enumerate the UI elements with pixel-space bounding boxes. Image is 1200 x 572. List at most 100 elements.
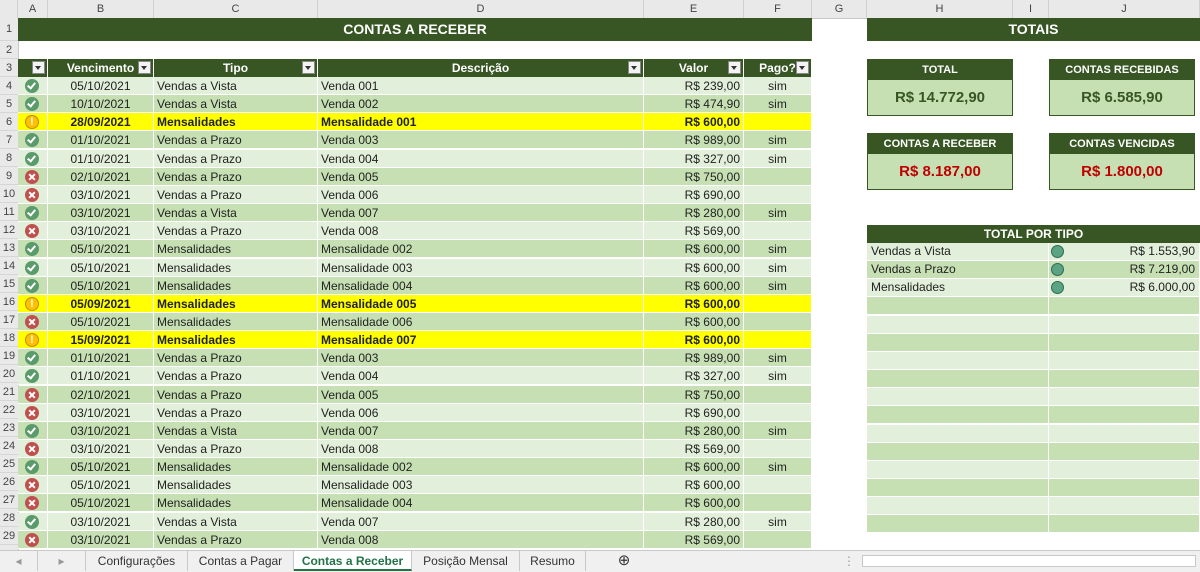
row-header[interactable]: 10 [0,185,18,203]
column-header-c[interactable]: C [154,0,318,18]
vencimento-cell[interactable]: 15/09/2021 [48,331,154,350]
row-header[interactable]: 25 [0,455,18,473]
tipo-row[interactable] [867,388,1199,407]
row-header[interactable]: 2 [0,41,18,59]
tipo-cell[interactable]: Vendas a Vista [154,77,318,95]
row-header[interactable]: 12 [0,221,18,239]
horizontal-scrollbar[interactable] [862,555,1196,567]
pago-cell[interactable]: sim [744,367,812,386]
tab-scroll-right-icon[interactable]: ▸ [38,551,86,571]
tipo-cell[interactable]: Vendas a Prazo [154,149,318,168]
status-cell[interactable] [18,240,48,259]
worksheet-grid[interactable]: CONTAS A RECEBER Vencimento Tipo Descriç… [18,18,1200,550]
table-row[interactable]: 03/10/2021 Vendas a Prazo Venda 006 R$ 690,… [18,403,812,422]
pago-cell[interactable] [744,403,812,422]
table-row[interactable]: 05/10/2021 Mensalidades Mensalidade 004 R$ … [18,276,812,295]
vencimento-cell[interactable]: 05/10/2021 [48,240,154,259]
valor-cell[interactable]: R$ 327,00 [644,367,744,386]
row-header[interactable]: 4 [0,77,18,95]
row-header[interactable]: 11 [0,203,18,221]
filter-dropdown-icon[interactable] [796,61,809,74]
valor-cell[interactable]: R$ 600,00 [644,113,744,132]
table-row[interactable]: 05/10/2021 Mensalidades Mensalidade 003 R$ … [18,258,812,277]
tipo-row[interactable] [867,478,1199,497]
descricao-cell[interactable]: Venda 007 [318,204,644,223]
descricao-cell[interactable]: Venda 002 [318,95,644,114]
row-header[interactable]: 28 [0,509,18,527]
tipo-cell[interactable]: Vendas a Vista [154,95,318,114]
row-header[interactable]: 23 [0,419,18,437]
descricao-cell[interactable]: Venda 001 [318,77,644,95]
table-row[interactable]: 03/10/2021 Vendas a Vista Venda 007 R$ 280,… [18,204,812,223]
descricao-cell[interactable]: Mensalidade 004 [318,494,644,513]
valor-cell[interactable]: R$ 750,00 [644,385,744,404]
descricao-cell[interactable]: Venda 006 [318,185,644,204]
select-all-corner[interactable] [0,0,18,18]
vencimento-cell[interactable]: 03/10/2021 [48,530,154,549]
status-cell[interactable] [18,476,48,495]
pago-cell[interactable] [744,440,812,458]
status-cell[interactable] [18,258,48,277]
tipo-cell[interactable]: Mensalidades [154,240,318,259]
valor-cell[interactable]: R$ 569,00 [644,440,744,458]
descricao-cell[interactable]: Venda 008 [318,440,644,458]
tipo-row[interactable] [867,442,1199,461]
tipo-row[interactable] [867,315,1199,334]
pago-cell[interactable] [744,294,812,313]
descricao-cell[interactable]: Venda 005 [318,385,644,404]
status-cell[interactable] [18,77,48,95]
vencimento-cell[interactable]: 02/10/2021 [48,385,154,404]
status-cell[interactable] [18,312,48,331]
tipo-cell[interactable]: Vendas a Prazo [154,403,318,422]
status-cell[interactable] [18,385,48,404]
tipo-row[interactable]: Mensalidades R$ 6.000,00 [867,279,1199,298]
table-row[interactable]: 05/10/2021 Mensalidades Mensalidade 002 R$ … [18,458,812,477]
table-row[interactable]: 02/10/2021 Vendas a Prazo Venda 005 R$ 750,… [18,167,812,186]
descricao-cell[interactable]: Mensalidade 005 [318,294,644,313]
pago-cell[interactable] [744,530,812,549]
tipo-row[interactable] [867,351,1199,370]
tipo-row[interactable]: Vendas a Vista R$ 1.553,90 [867,243,1199,261]
tipo-cell[interactable]: Vendas a Prazo [154,131,318,150]
valor-cell[interactable]: R$ 600,00 [644,312,744,331]
valor-cell[interactable]: R$ 569,00 [644,530,744,549]
vencimento-cell[interactable]: 10/10/2021 [48,95,154,114]
pago-cell[interactable] [744,222,812,241]
row-header[interactable]: 8 [0,149,18,167]
pago-cell[interactable]: sim [744,349,812,368]
descricao-cell[interactable]: Venda 003 [318,131,644,150]
tab-contas-a-receber[interactable]: Contas a Receber [294,551,412,571]
tipo-cell[interactable]: Mensalidades [154,458,318,477]
tipo-row[interactable] [867,424,1199,443]
tipo-cell[interactable]: Vendas a Prazo [154,185,318,204]
pago-cell[interactable] [744,494,812,513]
status-cell[interactable] [18,222,48,241]
column-header-j[interactable]: J [1049,0,1200,18]
pago-cell[interactable] [744,185,812,204]
tipo-cell[interactable]: Vendas a Vista [154,512,318,531]
tab-resumo[interactable]: Resumo [520,551,586,571]
tipo-row[interactable] [867,333,1199,352]
status-cell[interactable] [18,403,48,422]
descricao-cell[interactable]: Mensalidade 001 [318,113,644,132]
tipo-row[interactable] [867,497,1199,516]
tipo-cell[interactable]: Vendas a Prazo [154,385,318,404]
status-cell[interactable] [18,185,48,204]
valor-cell[interactable]: R$ 989,00 [644,131,744,150]
row-header[interactable]: 14 [0,257,18,275]
tipo-cell[interactable]: Mensalidades [154,276,318,295]
vencimento-cell[interactable]: 28/09/2021 [48,113,154,132]
tipo-row[interactable] [867,297,1199,316]
descricao-cell[interactable]: Mensalidade 007 [318,331,644,350]
vencimento-cell[interactable]: 03/10/2021 [48,222,154,241]
tipo-cell[interactable]: Mensalidades [154,476,318,495]
vencimento-cell[interactable]: 03/10/2021 [48,421,154,440]
row-header[interactable]: 18 [0,329,18,347]
tipo-row[interactable] [867,370,1199,389]
status-cell[interactable] [18,458,48,477]
vencimento-cell[interactable]: 03/10/2021 [48,403,154,422]
table-row[interactable]: 05/10/2021 Mensalidades Mensalidade 002 R$ … [18,240,812,259]
status-cell[interactable] [18,512,48,531]
vencimento-cell[interactable]: 05/10/2021 [48,494,154,513]
